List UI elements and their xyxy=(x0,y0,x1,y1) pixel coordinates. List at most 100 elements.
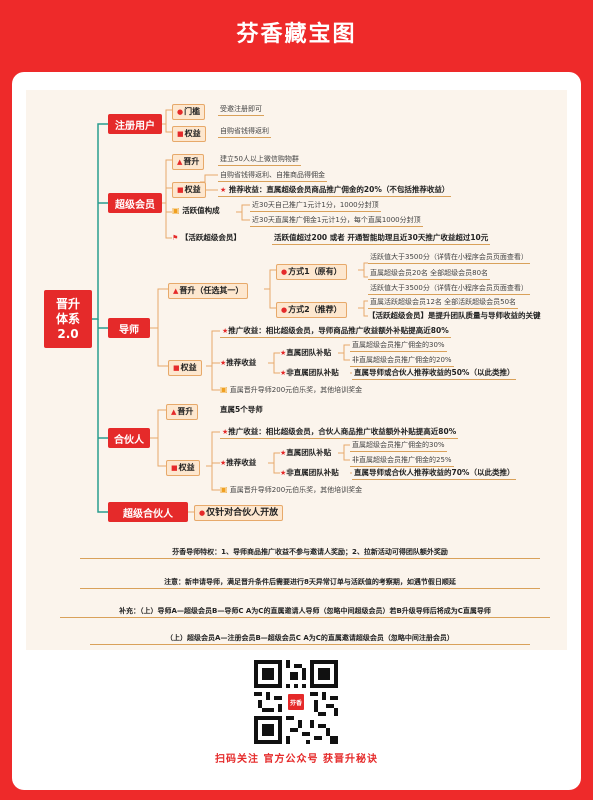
mentor-way1-node: ●方式1（原有） xyxy=(276,264,347,280)
star-icon: ★ xyxy=(222,327,229,335)
mentor-way1-text1: 活跃值大于3500分（详情在小程序会员页面查看） xyxy=(368,252,530,264)
mentor-r2a2: 非直属超级会员推广佣金的20% xyxy=(350,355,454,367)
root-node: 晋升 体系 2.0 xyxy=(44,290,92,348)
super-promote-node: ▲晋升 xyxy=(172,154,205,170)
mentor-r3-label: 直属晋升导师200元伯乐奖，其他培训奖金 xyxy=(229,386,363,394)
mind-map-area xyxy=(26,90,567,650)
chart-icon: ▲ xyxy=(171,408,177,416)
partner-r1-label: 推广收益：相比超级会员，合伙人商品推广收益额外补贴提高近80% xyxy=(228,427,457,436)
qr-caption: 扫码关注 官方公众号 获晋升秘诀 xyxy=(215,754,378,765)
root-line3: 2.0 xyxy=(57,326,79,341)
person-icon: ● xyxy=(281,268,288,276)
checklist-icon: ▣ xyxy=(220,385,228,394)
lock-icon: ■ xyxy=(177,186,184,194)
mentor-way1-text2: 直属超级会员20名 全部超级会员80名 xyxy=(368,268,491,280)
checklist-icon: ▣ xyxy=(220,485,228,494)
star-icon: ★ xyxy=(220,359,227,367)
mentor-way1-label: 方式1（原有） xyxy=(288,267,342,276)
reg-door-label: 门槛 xyxy=(184,107,201,116)
reg-rights-label: 权益 xyxy=(184,129,201,138)
reg-door-text: 受邀注册即可 xyxy=(218,104,264,116)
note-supplement-2: （上）超级会员A—注册会员B—超级会员C A为C的直属邀请超级会员（忽略中间注册… xyxy=(90,633,530,645)
partner-r3: ▣ 直属晋升导师200元伯乐奖，其他培训奖金 xyxy=(220,485,362,495)
super-active-label: 活跃值构成 xyxy=(182,206,220,215)
mentor-r2: ★推荐收益 xyxy=(220,358,256,368)
node-registered-user: 注册用户 xyxy=(108,114,162,134)
super-rights-text2: ★ 推荐收益：直属超级会员商品推广佣金的20%（不包括推荐收益） xyxy=(218,185,452,197)
star-icon: ★ xyxy=(222,428,229,436)
note-supplement-1: 补充：（上）导师A—超级会员B—导师C A为C的直属邀请人导师（忽略中间超级会员… xyxy=(60,606,550,618)
partner-r2-label: 推荐收益 xyxy=(226,458,257,467)
qr-code-pattern xyxy=(254,660,338,744)
star-icon: ★ xyxy=(280,349,287,357)
super-active-super-text: 活跃值超过200 或者 开通智能助理且近30天推广收益超过10元 xyxy=(272,233,491,245)
star-icon: ★ xyxy=(280,449,287,457)
super-active-text2: 近30天直属推广佣金1元计1分，每个直属1000分封顶 xyxy=(250,215,423,227)
partner-r2a1: 直属超级会员推广佣金的30% xyxy=(350,440,447,452)
partner-r2: ★推荐收益 xyxy=(220,458,256,468)
super-rights-node: ■权益 xyxy=(172,182,206,198)
node-super-partner: 超级合伙人 xyxy=(108,502,188,522)
mentor-r1: ★推广收益：相比超级会员，导师商品推广收益额外补贴提高近80% xyxy=(220,326,451,338)
mentor-way2-node: ●方式2（推荐） xyxy=(276,302,347,318)
partner-promote-text: 直属5个导师 xyxy=(220,405,263,414)
super-rights-text1: 自购省钱得返利、自推商品得佣金 xyxy=(218,170,327,182)
super-active-text1: 近30天自己推广1元计1分，1000分封顶 xyxy=(250,200,381,212)
partner-rights-label: 权益 xyxy=(178,463,195,472)
reg-door-node: ●门槛 xyxy=(172,104,206,120)
partner-r2b1: 直属导师或合伙人推荐收益的70%（以此类推） xyxy=(352,468,517,480)
partner-r1: ★推广收益：相比超级会员，合伙人商品推广收益额外补贴提高近80% xyxy=(220,427,459,439)
reg-rights-node: ■权益 xyxy=(172,126,206,142)
mentor-r3: ▣ 直属晋升导师200元伯乐奖，其他培训奖金 xyxy=(220,385,362,395)
star-icon: ★ xyxy=(280,469,287,477)
mentor-rights-node: ■权益 xyxy=(168,360,202,376)
partner-r2a-label: 直属团队补贴 xyxy=(286,448,332,457)
root-line1: 晋升 xyxy=(55,296,80,311)
mentor-r2b: ★非直属团队补贴 xyxy=(280,368,339,378)
mentor-r2-label: 推荐收益 xyxy=(226,358,257,367)
lock-icon: ■ xyxy=(171,464,178,472)
partner-r2a: ★直属团队补贴 xyxy=(280,448,331,458)
super-active-node: ▣ 活跃值构成 xyxy=(172,206,220,216)
root-line2: 体系 xyxy=(55,311,80,326)
node-mentor: 导师 xyxy=(108,318,150,338)
mentor-r2b1: 直属导师或合伙人推荐收益的50%（以此类推） xyxy=(352,368,517,380)
mentor-promote-node: ▲晋升（任选其一） xyxy=(168,283,249,299)
mentor-way2-text1: 活跃值大于3500分（详情在小程序会员页面查看） xyxy=(368,283,530,295)
person-icon: ● xyxy=(281,306,288,314)
node-partner: 合伙人 xyxy=(108,428,150,448)
mentor-r1-label: 推广收益：相比超级会员，导师商品推广收益额外补贴提高近80% xyxy=(228,326,449,335)
mentor-r2b-label: 非直属团队补贴 xyxy=(286,368,339,377)
mentor-r2a-label: 直属团队补贴 xyxy=(286,348,332,357)
mentor-way2-note: 【活跃超级会员】是提升团队质量与导师收益的关键 xyxy=(368,311,541,320)
note-attention: 注意：新申请导师，满足晋升条件后需要进行8天异常订单与活跃值的考察期，如遇节假日… xyxy=(80,577,540,589)
super-rights-label: 权益 xyxy=(184,185,201,194)
partner-r2a2: 非直属超级会员推广佣金的25% xyxy=(350,455,454,467)
super-promote-text: 建立50人以上微信购物群 xyxy=(218,154,301,166)
node-super-member: 超级会员 xyxy=(108,193,162,213)
lock-icon: ■ xyxy=(177,130,184,138)
chart-icon: ▲ xyxy=(173,287,179,295)
mentor-rights-label: 权益 xyxy=(180,363,197,372)
note-mentor-privilege: 芬香导师特权：1、导师商品推广收益不参与邀请人奖励；2、拉新活动可得团队额外奖励 xyxy=(80,547,540,559)
chart-icon: ▲ xyxy=(177,158,183,166)
checklist-icon: ▣ xyxy=(172,206,180,215)
super-promote-label: 晋升 xyxy=(183,157,200,166)
super-partner-note: ●仅针对合伙人开放 xyxy=(194,505,284,521)
star-icon: ★ xyxy=(220,186,227,194)
person-icon: ● xyxy=(177,108,184,116)
mentor-r2a: ★直属团队补贴 xyxy=(280,348,331,358)
partner-promote-label: 晋升 xyxy=(177,407,194,416)
page-title: 芬香藏宝图 xyxy=(236,22,357,47)
mentor-way2-label: 方式2（推荐） xyxy=(288,305,342,314)
qr-code[interactable]: 芬香 xyxy=(254,660,338,744)
partner-rights-node: ■权益 xyxy=(166,460,200,476)
mentor-way2-text2: 直属活跃超级会员12名 全部活跃超级会员50名 xyxy=(368,297,519,309)
super-active-super-title: 【活跃超级会员】 xyxy=(180,233,241,242)
star-icon: ★ xyxy=(280,369,287,377)
partner-r3-label: 直属晋升导师200元伯乐奖，其他培训奖金 xyxy=(229,486,363,494)
mentor-r2a1: 直属超级会员推广佣金的30% xyxy=(350,340,447,352)
lock-icon: ■ xyxy=(173,364,180,372)
star-icon: ★ xyxy=(220,459,227,467)
